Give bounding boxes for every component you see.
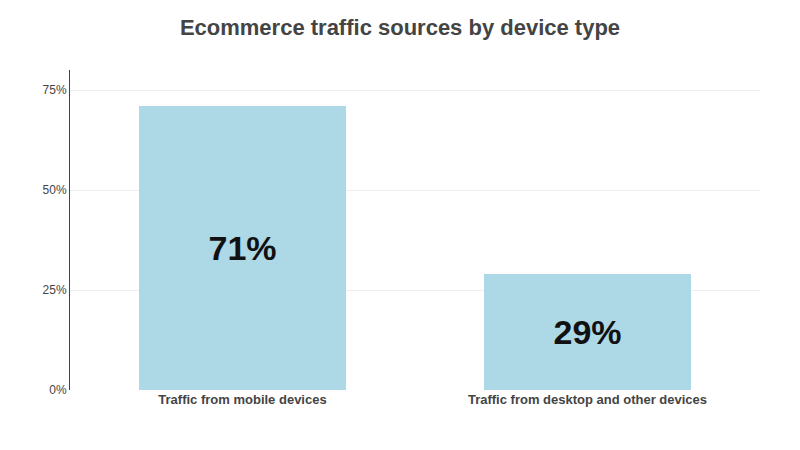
svg-text:Traffic from desktop and other: Traffic from desktop and other devices [468,392,707,407]
svg-text:71%: 71% [208,229,276,267]
svg-text:25%: 25% [43,283,67,297]
svg-text:29%: 29% [553,313,621,351]
svg-text:50%: 50% [43,183,67,197]
svg-text:Ecommerce traffic sources by d: Ecommerce traffic sources by device type [180,15,620,40]
svg-text:Traffic from mobile devices: Traffic from mobile devices [158,392,326,407]
svg-text:75%: 75% [43,83,67,97]
svg-text:0%: 0% [49,383,67,397]
